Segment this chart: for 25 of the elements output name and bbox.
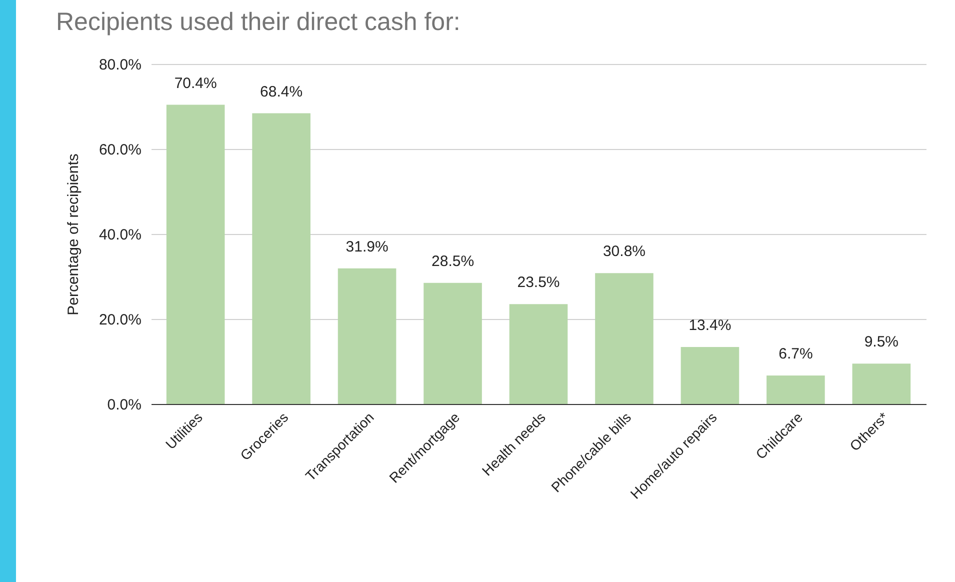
- bar: [766, 376, 825, 404]
- y-tick-label: 60.0%: [98, 142, 142, 158]
- bar: [509, 304, 568, 404]
- chart-title: Recipients used their direct cash for:: [56, 8, 460, 36]
- data-label: 13.4%: [688, 317, 732, 334]
- bar: [852, 364, 911, 404]
- data-label: 23.5%: [517, 274, 560, 292]
- bar: [338, 268, 396, 404]
- y-axis-title: Percentage of recipients: [64, 154, 82, 316]
- y-tick-label: 40.0%: [98, 226, 142, 244]
- bar: [680, 347, 740, 404]
- data-label: 70.4%: [174, 74, 217, 92]
- bar: [252, 113, 310, 404]
- bar: [424, 282, 482, 404]
- data-label: 68.4%: [260, 83, 303, 100]
- data-label: 28.5%: [431, 252, 474, 270]
- y-tick-label: 20.0%: [98, 312, 142, 328]
- bar: [166, 104, 225, 404]
- data-label: 30.8%: [602, 243, 646, 260]
- data-label: 6.7%: [778, 346, 813, 363]
- y-tick-label: 80.0%: [98, 56, 142, 74]
- y-tick-label: 0.0%: [107, 396, 142, 414]
- data-label: 31.9%: [346, 238, 388, 256]
- data-label: 9.5%: [864, 334, 899, 351]
- bar: [595, 273, 654, 404]
